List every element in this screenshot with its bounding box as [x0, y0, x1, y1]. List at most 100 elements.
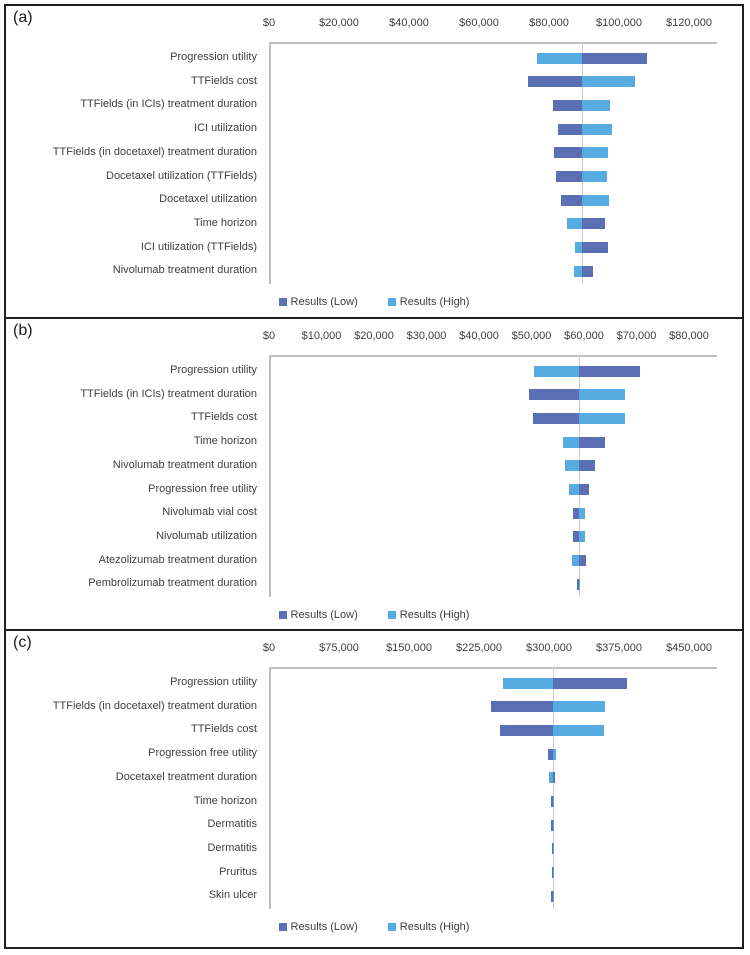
- bar-segment-high: [552, 701, 605, 713]
- legend-item-high: Results (High): [387, 609, 470, 621]
- bar-segment-high: [581, 147, 609, 159]
- bar-segment-low: [578, 436, 606, 448]
- legend-item-high: Results (High): [387, 296, 470, 308]
- bar-segment-high: [552, 796, 555, 807]
- bar-segment-high: [578, 389, 626, 401]
- category-label: Progression free utility: [148, 482, 257, 495]
- axis-tick-label: $30,000: [406, 330, 447, 342]
- category-label: Time horizon: [193, 216, 257, 229]
- category-label: Progression utility: [170, 676, 257, 688]
- bar-segment-high: [575, 242, 582, 254]
- legend-label: Results (High): [399, 609, 470, 621]
- category-label: TTFields cost: [190, 723, 257, 736]
- bar-segment-high: [566, 218, 582, 230]
- axis-tick-label: $0: [262, 330, 276, 342]
- baseline-gridline: [581, 42, 584, 284]
- axis-tick-label: $100,000: [596, 17, 642, 29]
- axis-tick-label: $50,000: [511, 330, 552, 342]
- category-label: ICI utilization (TTFields): [140, 240, 257, 253]
- bar-segment-low: [556, 171, 582, 182]
- axis-tick-label: $150,000: [386, 642, 432, 654]
- bar-segment-high: [581, 76, 635, 88]
- category-label: Nivolumab utilization: [156, 529, 257, 542]
- category-label: Time horizon: [193, 435, 257, 448]
- axis-tick-label: $450,000: [666, 642, 712, 654]
- axis-tick-label: $40,000: [389, 17, 429, 29]
- bar-segment-low: [551, 843, 553, 855]
- category-label: Nivolumab vial cost: [162, 506, 257, 519]
- category-label: TTFields (in ICIs) treatment duration: [80, 98, 257, 111]
- axis-line-left: [269, 42, 271, 284]
- legend-label: Results (Low): [290, 296, 358, 308]
- bar-segment-high: [581, 123, 612, 135]
- axis-tick-label: $80,000: [669, 330, 709, 342]
- bar-segment-high: [578, 412, 625, 424]
- category-label: Pruritus: [219, 865, 257, 878]
- bar-segment-high: [581, 171, 607, 182]
- legend-swatch-low: [278, 611, 287, 619]
- legend-label: Results (Low): [290, 609, 358, 621]
- bar-segment-low: [573, 531, 579, 543]
- axis-tick-label: $60,000: [459, 17, 499, 29]
- axis-line-top: [269, 667, 717, 669]
- category-label: Docetaxel utilization (TTFields): [106, 169, 257, 182]
- bar-segment-high: [565, 460, 579, 472]
- legend-item-low: Results (Low): [278, 609, 358, 621]
- bar-segment-low: [528, 389, 579, 401]
- bar-segment-high: [578, 507, 585, 519]
- bar-segment-high: [534, 365, 579, 377]
- bar-segment-high: [552, 843, 555, 855]
- bar-segment-low: [490, 701, 553, 713]
- chart-area: $0 $75,000 $150,000 $225,000 $300,000 $375,00…: [6, 631, 742, 947]
- category-label: Progression free utility: [148, 747, 257, 760]
- axis-tick-label: $60,000: [564, 330, 604, 342]
- category-label: Progression utility: [170, 364, 257, 376]
- category-label: Atezolizumab treatment duration: [98, 553, 257, 566]
- axis-tick-label: $75,000: [319, 642, 359, 654]
- panel-a: (a) $0 $20,000 $40,000 $60,000 $80,000 $100,00…: [6, 6, 742, 319]
- axis-tick-label: $225,000: [456, 642, 502, 654]
- bar-segment-low: [552, 772, 556, 784]
- category-label: Time horizon: [193, 794, 257, 807]
- axis-tick-label: $20,000: [354, 330, 394, 342]
- tornado-figure: (a) $0 $20,000 $40,000 $60,000 $80,000 $100,00…: [4, 4, 744, 949]
- bar-segment-high: [503, 677, 553, 689]
- bar-segment-low: [528, 76, 582, 88]
- bar-segment-high: [578, 531, 585, 543]
- axis-tick-label: $0: [262, 17, 276, 29]
- axis-tick-label: $40,000: [459, 330, 499, 342]
- chart-area: $0 $10,000 $20,000 $30,000 $40,000 $50,000 $60…: [6, 319, 742, 629]
- baseline-gridline: [578, 355, 581, 597]
- category-label: Nivolumab treatment duration: [112, 458, 257, 471]
- axis-tick-label: $10,000: [301, 330, 342, 342]
- axis-tick-label: $70,000: [616, 330, 657, 342]
- bar-segment-high: [552, 724, 605, 736]
- legend-label: Results (High): [399, 921, 470, 933]
- category-label: Pembrolizumab treatment duration: [88, 577, 257, 590]
- bar-segment-low: [561, 194, 582, 206]
- axis-tick-label: $20,000: [319, 17, 359, 29]
- axis-line-left: [269, 667, 271, 909]
- baseline-gridline: [552, 667, 555, 909]
- bar-segment-high: [552, 867, 555, 879]
- chart-legend: Results (Low) Results (High): [6, 296, 742, 308]
- legend-item-low: Results (Low): [278, 921, 358, 933]
- legend-label: Results (High): [399, 296, 470, 308]
- legend-label: Results (Low): [290, 921, 358, 933]
- legend-swatch-high: [387, 611, 396, 619]
- bar-segment-low: [572, 507, 579, 519]
- legend-swatch-high: [387, 298, 396, 306]
- bar-segment-high: [581, 194, 609, 206]
- legend-swatch-high: [387, 923, 396, 931]
- bar-segment-high: [552, 819, 555, 831]
- category-label: TTFields (in docetaxel) treatment durati…: [52, 145, 257, 158]
- bar-segment-low: [581, 242, 609, 254]
- bar-segment-high: [562, 436, 579, 448]
- panel-b: (b) $0 $10,000 $20,000 $30,000 $40,000 $50,000…: [6, 319, 742, 631]
- bar-segment-high: [578, 578, 581, 590]
- category-label: TTFields (in docetaxel) treatment durati…: [52, 699, 257, 712]
- bar-segment-low: [500, 724, 553, 736]
- legend-item-low: Results (Low): [278, 296, 358, 308]
- bar-segment-low: [552, 677, 628, 689]
- bar-segment-low: [578, 484, 589, 495]
